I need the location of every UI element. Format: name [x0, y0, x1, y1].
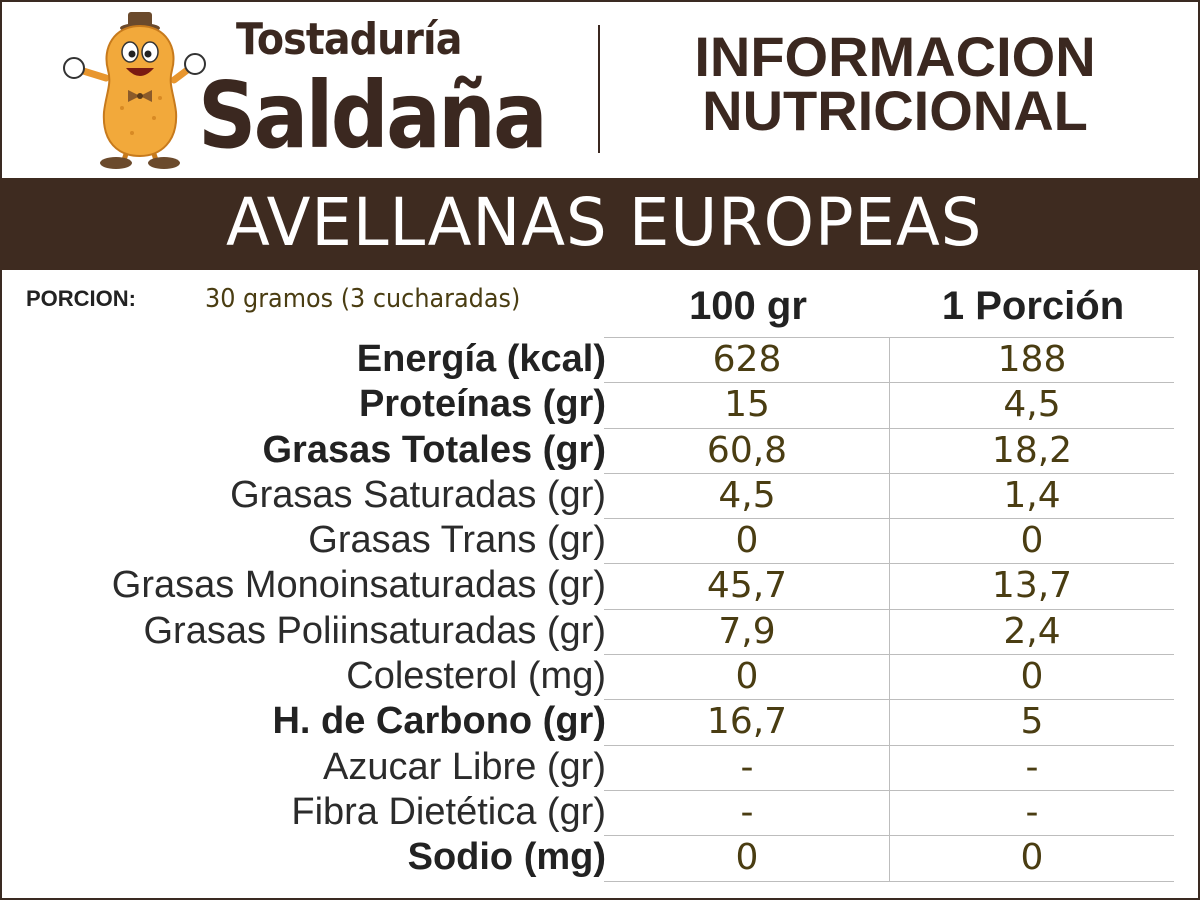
table-row: Grasas Trans (gr) 0 0 [0, 518, 1200, 563]
nutrient-name: Azucar Libre (gr) [323, 745, 606, 788]
table-row: Grasas Poliinsaturadas (gr) 7,9 2,4 [0, 608, 1200, 654]
table-row: H. de Carbono (gr) 16,7 5 [0, 699, 1200, 744]
info-title-line2: NUTRICIONAL [702, 79, 1088, 142]
value-per-100gr: 628 [712, 339, 782, 380]
nutrition-table: Energía (kcal) 628 188 Proteínas (gr) 15 4,5 G… [0, 337, 1200, 882]
nutrient-name: Fibra Dietética (gr) [291, 790, 606, 833]
product-band: AVELLANAS EUROPEAS [0, 178, 1200, 270]
nutrient-name: Grasas Saturadas (gr) [230, 473, 606, 516]
value-per-portion: 4,5 [1003, 384, 1061, 426]
nutrient-name: Grasas Trans (gr) [308, 519, 606, 562]
portion-value: 30 gramos (3 cucharadas) [205, 284, 521, 314]
nutrient-name: Colesterol (mg) [346, 655, 606, 698]
header-divider [598, 25, 600, 153]
value-per-100gr: - [740, 746, 754, 788]
table-row: Grasas Saturadas (gr) 4,5 1,4 [0, 472, 1200, 518]
value-per-portion: 0 [1020, 837, 1044, 879]
table-row: Grasas Monoinsaturadas (gr) 45,7 13,7 [0, 563, 1200, 608]
portion-label: PORCION: [26, 286, 136, 311]
value-per-portion: - [1025, 791, 1039, 833]
value-per-100gr: 16,7 [706, 701, 788, 743]
nutrient-name: Grasas Totales (gr) [262, 428, 606, 471]
nutrient-name: H. de Carbono (gr) [272, 700, 606, 743]
nutrient-name: Sodio (mg) [407, 836, 606, 879]
value-per-portion: 0 [1020, 520, 1044, 562]
nutrient-name: Proteínas (gr) [358, 383, 606, 426]
value-per-portion: 1,4 [1003, 474, 1061, 516]
product-name: AVELLANAS EUROPEAS [226, 184, 983, 261]
value-per-100gr: - [740, 791, 754, 833]
value-per-100gr: 15 [724, 384, 770, 426]
nutrient-name: Grasas Monoinsaturadas (gr) [111, 564, 606, 607]
value-per-portion: 2,4 [1003, 610, 1061, 652]
info-title: INFORMACION NUTRICIONAL [622, 25, 1168, 142]
table-row: Sodio (mg) 0 0 [0, 835, 1200, 880]
value-per-100gr: 45,7 [706, 565, 788, 607]
peanut-mascot-icon [63, 12, 206, 169]
nutrient-name: Grasas Poliinsaturadas (gr) [143, 609, 606, 652]
table-row: Proteínas (gr) 15 4,5 [0, 382, 1200, 427]
column-header-100gr: 100 gr [689, 284, 807, 328]
value-per-100gr: 0 [735, 656, 759, 698]
column-divider [889, 337, 890, 882]
value-per-100gr: 60,8 [706, 429, 788, 471]
column-header-portion: 1 Porción [941, 284, 1125, 328]
value-per-portion: 13,7 [991, 565, 1073, 607]
value-per-portion: 0 [1020, 656, 1044, 698]
value-per-100gr: 4,5 [718, 474, 776, 516]
value-per-portion: 18,2 [991, 429, 1073, 471]
brand-name-top: Tostaduría [236, 14, 462, 65]
value-per-100gr: 0 [735, 837, 759, 879]
value-per-portion: 5 [1020, 701, 1044, 743]
table-row: Colesterol (mg) 0 0 [0, 654, 1200, 699]
info-title-line1: INFORMACION [694, 25, 1096, 88]
table-row: Azucar Libre (gr) - - [0, 744, 1200, 790]
value-per-portion: 188 [997, 339, 1067, 380]
nutrient-name: Energía (kcal) [356, 338, 606, 380]
table-row: Fibra Dietética (gr) - - [0, 789, 1200, 835]
table-row: Energía (kcal) 628 188 [0, 337, 1200, 382]
value-per-portion: - [1025, 746, 1039, 788]
value-per-100gr: 0 [735, 520, 759, 562]
table-row: Grasas Totales (gr) 60,8 18,2 [0, 427, 1200, 473]
brand-name-main: Saldaña [198, 62, 548, 169]
value-per-100gr: 7,9 [718, 610, 776, 652]
